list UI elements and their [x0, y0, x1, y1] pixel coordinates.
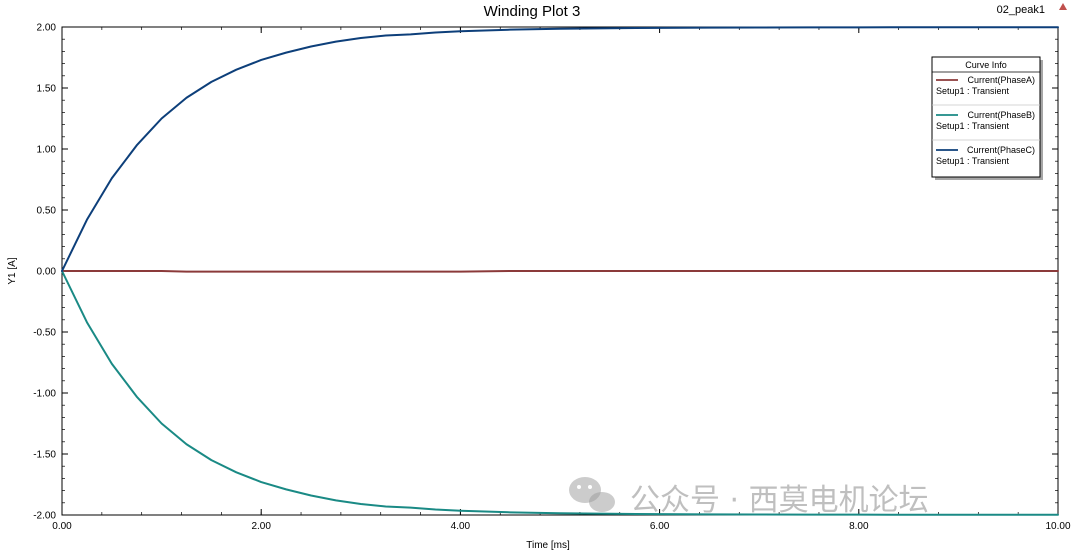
- chart-title: Winding Plot 3: [484, 3, 581, 20]
- watermark-text: 公众号 · 西莫电机论坛: [630, 483, 929, 518]
- x-axis-label: Time [ms]: [526, 540, 570, 551]
- x-tick-label: 0.00: [52, 521, 72, 532]
- legend-entry-name: Current(PhaseC): [967, 145, 1035, 155]
- x-tick-label: 2.00: [251, 521, 271, 532]
- series-line-current-phasea: [61, 270, 1059, 273]
- y-tick-label: 2.00: [37, 23, 57, 34]
- legend-entry-setup: Setup1 : Transient: [936, 86, 1010, 96]
- y-tick-label: -2.00: [33, 511, 56, 522]
- wechat-icon: [569, 477, 615, 512]
- plot-name-label: 02_peak1: [997, 4, 1045, 16]
- y-axis-label: Y1 [A]: [7, 257, 18, 284]
- legend: Curve Info Current(PhaseA)Setup1 : Trans…: [931, 56, 1043, 180]
- legend-box: [931, 56, 1041, 178]
- y-tick-label: -1.50: [33, 450, 56, 461]
- x-tick-label: 10.00: [1045, 521, 1070, 532]
- legend-entry-name: Current(PhaseA): [967, 75, 1035, 85]
- legend-entry-name: Current(PhaseB): [967, 110, 1035, 120]
- series-layer: [61, 26, 1059, 516]
- x-tick-label: 4.00: [451, 521, 471, 532]
- series-line-current-phaseb: [61, 270, 1059, 516]
- y-tick-label: 1.50: [37, 84, 57, 95]
- x-tick-label: 6.00: [650, 521, 670, 532]
- y-tick-label: 0.50: [37, 206, 57, 217]
- y-tick-label: -0.50: [33, 328, 56, 339]
- legend-entry-setup: Setup1 : Transient: [936, 156, 1010, 166]
- series-line-current-phasec: [61, 26, 1059, 272]
- triangle-marker-icon: [1059, 3, 1067, 10]
- legend-entry-setup: Setup1 : Transient: [936, 121, 1010, 131]
- watermark: 公众号 · 西莫电机论坛: [569, 477, 929, 518]
- x-tick-label: 8.00: [849, 521, 869, 532]
- legend-title: Curve Info: [965, 60, 1007, 70]
- y-tick-label: 1.00: [37, 145, 57, 156]
- y-tick-label: 0.00: [37, 267, 57, 278]
- y-tick-label: -1.00: [33, 389, 56, 400]
